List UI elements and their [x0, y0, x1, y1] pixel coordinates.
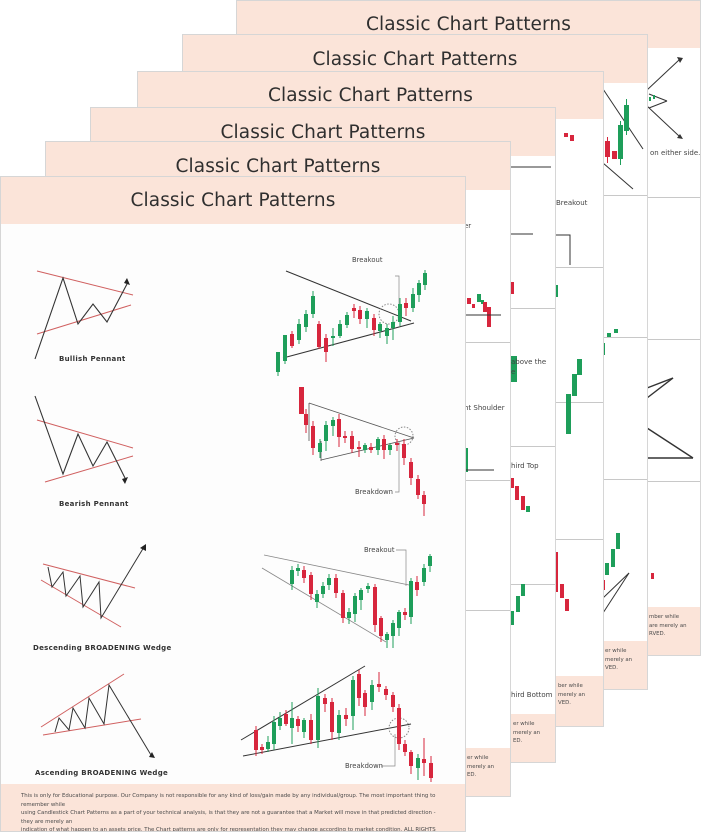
pattern-sketch: [40, 544, 146, 628]
candlestick-chart: [261, 549, 432, 648]
card-title: Classic Chart Patterns: [366, 14, 571, 35]
text-fragment: above the: [511, 358, 547, 366]
footer-fragment: er while merely an ED.: [467, 755, 495, 779]
candles: [299, 387, 426, 516]
section-divider: [556, 267, 603, 268]
disclaimer-text: This is only for Educational purpose. Ou…: [21, 793, 436, 832]
section-bearish-pennant: Bearish Pennant: [1, 376, 465, 519]
section-divider: [511, 446, 555, 447]
card-title: Classic Chart Patterns: [220, 121, 426, 143]
pattern-sketch: [34, 270, 134, 360]
text-fragment: hird Top: [511, 462, 539, 470]
card-front: Classic Chart Patterns Bullish Pennant: [0, 176, 466, 832]
text-fragment: e: [511, 368, 516, 376]
section-divider: [556, 402, 603, 403]
text-fragment: on either side.: [650, 149, 701, 157]
candlestick-chart: [240, 665, 433, 782]
pattern-label: Ascending BROADENING Wedge: [35, 769, 169, 777]
section-divider: [466, 342, 510, 343]
section-divider: [511, 584, 555, 585]
pattern-sketch: [40, 673, 155, 758]
breakdown-annotation: Breakdown: [355, 488, 393, 496]
card-title: Classic Chart Patterns: [130, 190, 336, 211]
candlestick-chart: [276, 270, 427, 384]
section-divider: [556, 539, 603, 540]
pattern-label: Bullish Pennant: [59, 355, 126, 363]
card-title: Classic Chart Patterns: [175, 155, 381, 177]
card-header: Classic Chart Patterns: [1, 177, 465, 224]
candlestick-chart: [299, 387, 426, 516]
pattern-chart: [466, 294, 501, 472]
pattern-label: Descending BROADENING Wedge: [33, 644, 172, 652]
breakout-annotation: Breakout: [364, 546, 395, 554]
text-fragment: Breakout: [556, 199, 588, 207]
text-fragment: ht Shoulder: [464, 404, 505, 412]
section-divider: [603, 479, 647, 480]
footer-fragment: er while merely an ED.: [513, 721, 541, 745]
section-divider: [647, 481, 700, 482]
section-divider: [466, 480, 510, 481]
pattern-sketch: [646, 57, 694, 579]
pattern-chart: [602, 88, 644, 614]
pattern-chart: [511, 166, 551, 625]
section-divider: [647, 339, 700, 340]
card-title: Classic Chart Patterns: [312, 48, 518, 70]
section-divider: [603, 337, 647, 338]
section-divider: [511, 308, 555, 309]
section-divider: [466, 610, 510, 611]
pattern-label: Bearish Pennant: [59, 500, 129, 508]
section-divider: [647, 197, 700, 198]
footer-fragment: mber while are merely an RVED.: [649, 614, 687, 638]
footer-fragment: ber while merely an VED.: [558, 683, 586, 707]
candles: [290, 554, 432, 648]
section-divider: [603, 195, 647, 196]
candles: [276, 270, 427, 384]
section-bullish-pennant: Bullish Pennant: [1, 224, 465, 384]
pattern-chart: [556, 133, 582, 611]
footer-fragment: er while merely an VED.: [605, 648, 633, 672]
text-fragment: er: [464, 222, 472, 230]
breakdown-annotation: Breakdown: [345, 762, 383, 770]
section-ascending-broadening-wedge: Ascending BROADENING Wedge: [1, 660, 465, 785]
section-descending-broadening-wedge: Descending BROADENING Wedge: [1, 518, 465, 661]
breakout-annotation: Breakout: [352, 256, 383, 264]
card-title: Classic Chart Patterns: [268, 85, 473, 106]
text-fragment: hird Bottom: [511, 691, 553, 699]
disclaimer-footer: This is only for Educational purpose. Ou…: [1, 784, 465, 831]
candles: [254, 670, 433, 782]
pattern-sketch: [34, 395, 134, 484]
